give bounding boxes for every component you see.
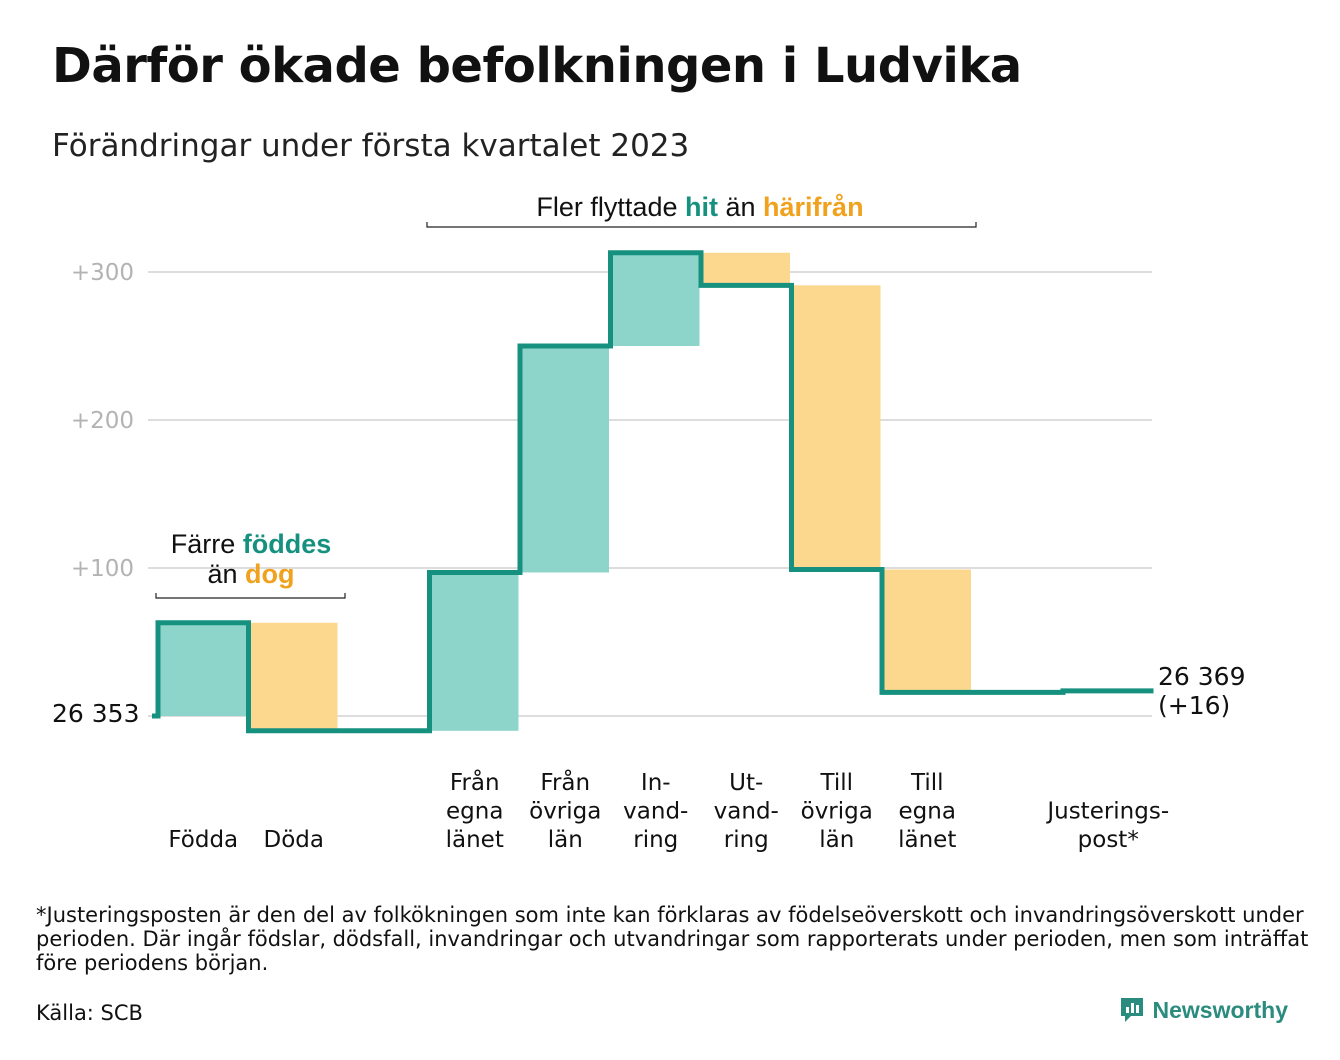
x-category-label: ring	[724, 827, 769, 853]
annotation-migration-bracket	[426, 222, 977, 228]
x-category-label: länet	[898, 827, 956, 853]
x-category-label: övriga	[529, 799, 601, 825]
y-tick-label: +100	[71, 556, 134, 582]
x-category-label: Ut-	[729, 770, 763, 796]
y-tick-labels: +100 +200 +300	[71, 260, 134, 582]
annotation-births-bracket	[155, 593, 346, 599]
bar	[521, 346, 609, 573]
x-category-label: In-	[641, 770, 671, 796]
x-category-label: vand-	[714, 799, 779, 825]
y-tick-label: +300	[71, 260, 134, 286]
y-tick-label: +200	[71, 408, 134, 434]
annotation-births-line1: Färre föddes	[171, 529, 332, 559]
bar	[612, 252, 700, 346]
start-value-label: 26 353	[52, 699, 139, 728]
x-category-label: ring	[633, 827, 678, 853]
waterfall-chart: +100+200+300 Födda DödaFrånegnalänetFrånö…	[52, 192, 1245, 853]
x-category-label: Från	[450, 768, 500, 796]
x-category-label: länet	[446, 827, 504, 853]
bars	[159, 252, 1152, 731]
brand-name: Newsworthy	[1152, 996, 1288, 1023]
newsworthy-logo-icon	[1120, 998, 1143, 1022]
x-category-label: Till	[910, 770, 944, 796]
end-value-label-line: (+16)	[1158, 691, 1230, 720]
bar	[883, 569, 971, 693]
end-value-label-line: 26 369	[1158, 662, 1245, 691]
x-category-label: Justerings-	[1045, 799, 1169, 825]
source-label: Källa: SCB	[36, 1001, 143, 1025]
brand-logo: Newsworthy	[1119, 996, 1288, 1024]
x-category-label: egna	[446, 799, 503, 825]
end-value-label: 26 369(+16)	[1158, 662, 1245, 720]
x-category-label: län	[548, 827, 583, 853]
x-category-label: Döda	[264, 827, 324, 853]
x-category-label: Till	[819, 770, 853, 796]
chart-subtitle: Förändringar under första kvartalet 2023	[52, 128, 690, 164]
footnote: *Justeringsposten är den del av folkökni…	[36, 903, 1309, 975]
x-category-label: vand-	[623, 799, 688, 825]
x-category-label: egna	[899, 799, 956, 825]
bar	[793, 285, 881, 570]
bar	[250, 622, 338, 731]
x-category-label: län	[819, 827, 854, 853]
bar	[159, 622, 247, 716]
annotation-births-line2: än dog	[207, 559, 294, 589]
x-category-label: post*	[1078, 827, 1139, 853]
x-category-label: Från	[540, 768, 590, 796]
bar	[702, 252, 790, 286]
annotation-migration: Fler flyttade hit än härifrån	[536, 192, 863, 222]
bar	[431, 572, 519, 731]
chart-title: Därför ökade befolkningen i Ludvika	[52, 38, 1022, 94]
cumulative-step-line	[152, 250, 1154, 734]
x-category-labels: Födda DödaFrånegnalänetFrånövrigalänIn-va…	[168, 768, 1169, 853]
x-category-label: övriga	[801, 799, 873, 825]
x-category-label: Födda	[168, 827, 238, 853]
